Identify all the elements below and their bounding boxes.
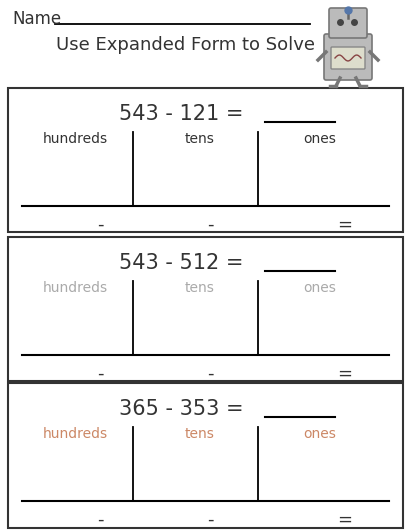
Text: hundreds: hundreds (42, 132, 108, 146)
Text: tens: tens (185, 281, 215, 295)
Text: -: - (97, 365, 103, 383)
Text: 365 - 353 =: 365 - 353 = (119, 399, 251, 419)
Text: Name: Name (12, 10, 61, 28)
Text: hundreds: hundreds (42, 281, 108, 295)
Text: =: = (337, 511, 353, 529)
Text: tens: tens (185, 427, 215, 441)
Bar (8, 237, 403, 381)
Text: =: = (337, 365, 353, 383)
Text: -: - (207, 216, 213, 234)
Text: 543 - 121 =: 543 - 121 = (120, 104, 251, 124)
Text: =: = (337, 216, 353, 234)
Text: ones: ones (304, 132, 337, 146)
Text: -: - (97, 216, 103, 234)
Bar (8, 88, 403, 232)
Text: -: - (207, 511, 213, 529)
FancyBboxPatch shape (324, 34, 372, 80)
Text: tens: tens (185, 132, 215, 146)
FancyBboxPatch shape (329, 8, 367, 38)
Bar (8, 383, 403, 528)
Text: -: - (97, 511, 103, 529)
Text: Use Expanded Form to Solve: Use Expanded Form to Solve (55, 36, 314, 54)
FancyBboxPatch shape (331, 47, 365, 69)
Text: ones: ones (304, 427, 337, 441)
Text: ones: ones (304, 281, 337, 295)
Text: hundreds: hundreds (42, 427, 108, 441)
Text: -: - (207, 365, 213, 383)
Text: 543 - 512 =: 543 - 512 = (120, 253, 251, 273)
